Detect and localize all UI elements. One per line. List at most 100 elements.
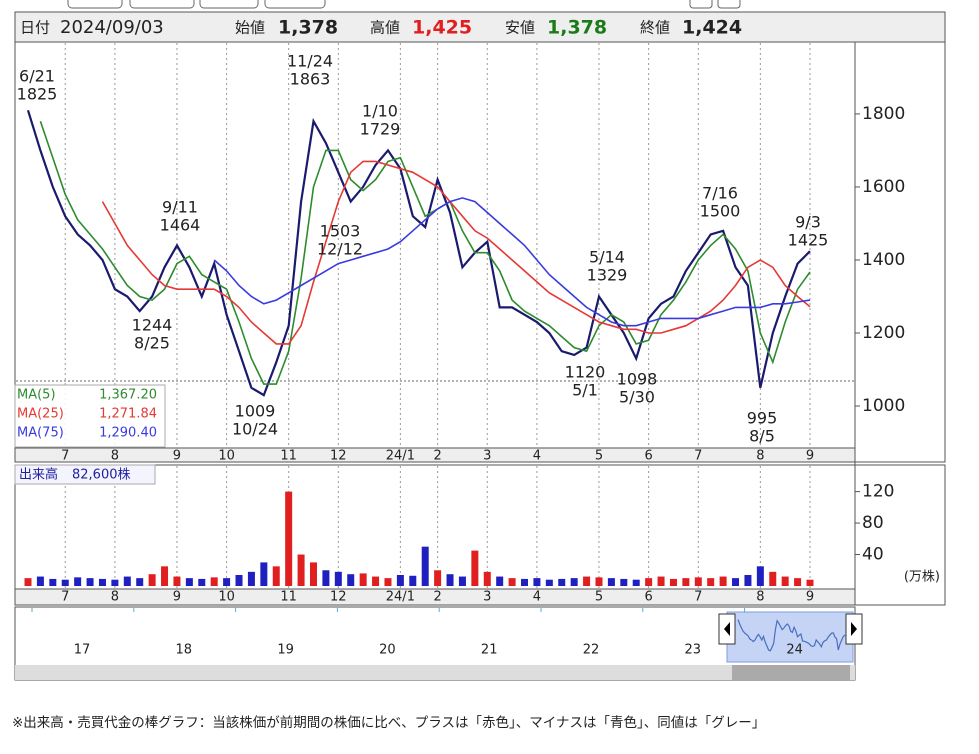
- volume-bar: [98, 578, 106, 586]
- volume-bar: [521, 578, 529, 586]
- annotation: 5/1: [572, 381, 598, 400]
- volume-bar: [347, 574, 355, 586]
- scrollbar[interactable]: [15, 665, 855, 680]
- y-tick-label: 1600: [862, 177, 905, 197]
- volume-bar: [334, 571, 342, 586]
- scroll-thumb[interactable]: [732, 665, 850, 680]
- volume-bar: [260, 562, 268, 586]
- button[interactable]: [67, 0, 123, 9]
- volume-bar: [446, 574, 454, 586]
- volume-bar: [24, 578, 32, 586]
- volume-bar: [769, 571, 777, 586]
- x-tick-label: 2: [433, 449, 441, 464]
- y-tick-label: 40: [862, 545, 884, 565]
- volume-bar: [359, 573, 367, 586]
- volume-bar: [61, 579, 69, 586]
- x-tick-label: 9: [806, 449, 814, 464]
- x-tick-label: 7: [694, 590, 702, 605]
- volume-label-box: [14, 464, 156, 485]
- header-low-label: 安値: [505, 19, 535, 37]
- button[interactable]: [129, 0, 195, 9]
- volume-bar: [719, 576, 727, 586]
- x-tick-label: 2: [433, 590, 441, 605]
- navigator-year: 21: [481, 643, 498, 658]
- ma-line: [101, 160, 811, 345]
- legend-value: 1,290.40: [99, 426, 157, 441]
- x-tick-label: 24/1: [386, 590, 415, 605]
- volume-bar: [396, 574, 404, 586]
- navigator-line: [737, 619, 846, 652]
- volume-bar: [297, 554, 305, 586]
- button[interactable]: [689, 0, 713, 9]
- volume-bar: [247, 571, 255, 586]
- handle-arrow: [724, 622, 730, 636]
- volume-bar: [235, 574, 243, 586]
- annotation: 1825: [17, 85, 58, 104]
- volume-bar: [272, 566, 280, 586]
- x-tick-label: 6: [644, 449, 652, 464]
- y-tick-label: 120: [862, 482, 894, 502]
- annotation: 1244: [132, 316, 173, 335]
- volume-bar: [632, 579, 640, 586]
- x-tick-label: 4: [533, 590, 541, 605]
- x-tick-label: 7: [694, 449, 702, 464]
- volume-bar: [558, 578, 566, 586]
- annotation: 1729: [360, 120, 401, 139]
- annotation: 8/5: [749, 427, 775, 446]
- annotation: 1500: [700, 202, 741, 221]
- annotation: 1/10: [362, 102, 398, 121]
- x-tick-label: 24/1: [386, 449, 415, 464]
- x-tick-label: 9: [173, 449, 181, 464]
- y-tick-label: 1200: [862, 323, 905, 343]
- volume-bar: [806, 579, 814, 586]
- legend-box: [14, 384, 166, 448]
- volume-bar: [148, 574, 156, 586]
- volume-bar: [620, 578, 628, 586]
- volume-title: 出来高: [19, 467, 58, 483]
- annotation: 1425: [788, 231, 829, 250]
- volume-bar: [198, 578, 206, 586]
- volume-bar: [384, 578, 392, 586]
- volume-bar: [756, 566, 764, 586]
- volume-bar: [595, 577, 603, 586]
- volume-bar: [508, 578, 516, 586]
- x-tick-label: 9: [173, 590, 181, 605]
- header-close: 1,424: [682, 17, 742, 39]
- button[interactable]: [199, 0, 259, 9]
- x-tick-label: 8: [756, 590, 764, 605]
- price-line: [26, 109, 811, 397]
- unit-label: (万株): [904, 570, 940, 585]
- volume-bar: [496, 576, 504, 586]
- annotation: 5/30: [619, 388, 655, 407]
- y-tick-label: 1400: [862, 250, 905, 270]
- legend-name: MA(75): [17, 426, 64, 441]
- volume-bar: [570, 578, 578, 586]
- volume-bar: [545, 579, 553, 586]
- volume-bar: [285, 491, 293, 586]
- navigator-year: 23: [685, 643, 702, 658]
- x-tick-label: 12: [330, 449, 347, 464]
- volume-bar: [434, 570, 442, 586]
- volume-bar: [409, 575, 417, 586]
- navigator-year: 19: [277, 643, 294, 658]
- annotation: 9/3: [795, 213, 821, 232]
- x-tick-label: 8: [111, 449, 119, 464]
- volume-bar: [732, 578, 740, 586]
- header-open: 1,378: [278, 17, 338, 39]
- annotation: 1009: [235, 402, 276, 421]
- legend-value: 1,367.20: [99, 388, 157, 403]
- header-open-label: 始値: [235, 19, 265, 37]
- volume-bar: [36, 576, 44, 586]
- annotation: 11/24: [287, 52, 333, 71]
- volume-bar: [86, 578, 94, 586]
- volume-bar: [322, 570, 330, 586]
- button[interactable]: [264, 0, 326, 9]
- volume-bar: [707, 578, 715, 586]
- button[interactable]: [717, 0, 741, 9]
- ma-line: [39, 120, 811, 385]
- header-close-label: 終値: [640, 19, 670, 37]
- annotation: 10/24: [232, 420, 278, 439]
- volume-bar: [185, 578, 193, 586]
- x-tick-label: 3: [483, 449, 491, 464]
